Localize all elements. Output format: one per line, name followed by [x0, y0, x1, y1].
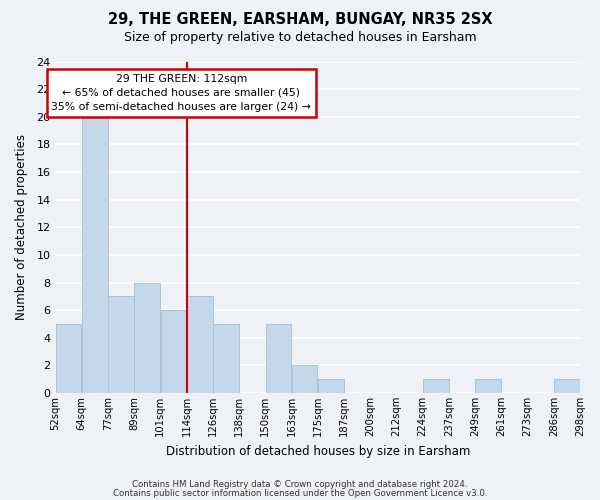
Bar — [554, 379, 580, 393]
X-axis label: Distribution of detached houses by size in Earsham: Distribution of detached houses by size … — [166, 444, 470, 458]
Bar — [187, 296, 212, 393]
Text: Contains public sector information licensed under the Open Government Licence v3: Contains public sector information licen… — [113, 488, 487, 498]
Y-axis label: Number of detached properties: Number of detached properties — [15, 134, 28, 320]
Bar — [266, 324, 291, 393]
Text: 29, THE GREEN, EARSHAM, BUNGAY, NR35 2SX: 29, THE GREEN, EARSHAM, BUNGAY, NR35 2SX — [107, 12, 493, 28]
Text: Size of property relative to detached houses in Earsham: Size of property relative to detached ho… — [124, 31, 476, 44]
Text: Contains HM Land Registry data © Crown copyright and database right 2024.: Contains HM Land Registry data © Crown c… — [132, 480, 468, 489]
Bar — [108, 296, 134, 393]
Bar — [161, 310, 187, 393]
Bar — [82, 117, 107, 393]
Bar — [134, 282, 160, 393]
Bar — [475, 379, 501, 393]
Bar — [56, 324, 82, 393]
Bar — [318, 379, 344, 393]
Bar — [292, 366, 317, 393]
Bar — [213, 324, 239, 393]
Bar — [423, 379, 449, 393]
Text: 29 THE GREEN: 112sqm
← 65% of detached houses are smaller (45)
35% of semi-detac: 29 THE GREEN: 112sqm ← 65% of detached h… — [52, 74, 311, 112]
